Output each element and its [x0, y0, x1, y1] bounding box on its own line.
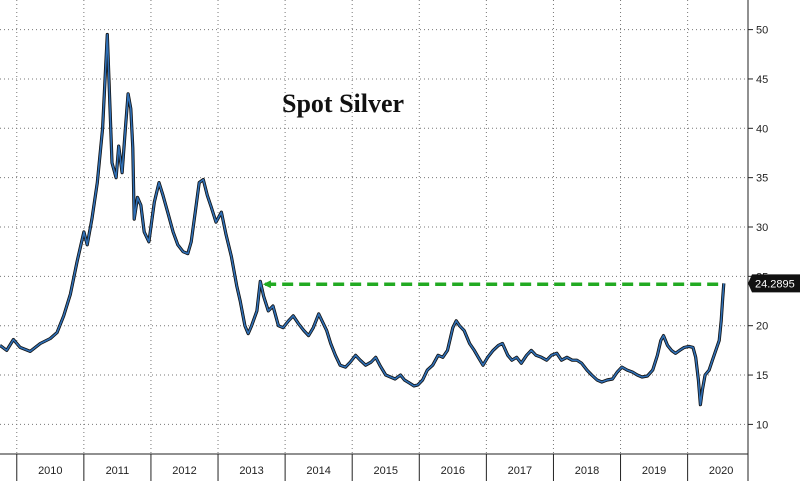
x-tick-label: 2016 — [441, 465, 465, 477]
y-tick-label: 50 — [756, 25, 768, 37]
y-tick-label: 30 — [756, 222, 768, 234]
gridlines — [0, 0, 748, 454]
x-tick-label: 2014 — [306, 465, 330, 477]
x-tick-label: 2010 — [38, 465, 62, 477]
y-axis: 101520253035404550 — [747, 0, 768, 481]
callout-value: 24.2895 — [755, 278, 795, 290]
series-line — [0, 33, 725, 406]
chart-title: Spot Silver — [282, 89, 404, 118]
callout-box — [748, 274, 800, 293]
y-tick-label: 10 — [756, 419, 768, 431]
x-tick-label: 2017 — [508, 465, 532, 477]
y-tick-label: 45 — [756, 74, 768, 86]
x-tick-label: 2013 — [239, 465, 263, 477]
series-layer — [0, 32, 726, 407]
x-tick-label: 2018 — [575, 465, 599, 477]
last-value-callout: 24.2895 — [748, 274, 800, 293]
y-tick-label: 35 — [756, 173, 768, 185]
y-tick-label: 15 — [756, 370, 768, 382]
x-tick-label: 2019 — [642, 465, 666, 477]
y-tick-label: 40 — [756, 123, 768, 135]
x-axis: 2010 2011 2012 2013 2014 2015 2016 2017 2018 2019… — [0, 453, 748, 481]
y-tick-label: 20 — [756, 321, 768, 333]
x-tick-label: 2012 — [172, 465, 196, 477]
x-tick-label: 2011 — [106, 465, 130, 477]
x-tick-label: 2020 — [709, 465, 733, 477]
x-tick-label: 2015 — [373, 465, 397, 477]
